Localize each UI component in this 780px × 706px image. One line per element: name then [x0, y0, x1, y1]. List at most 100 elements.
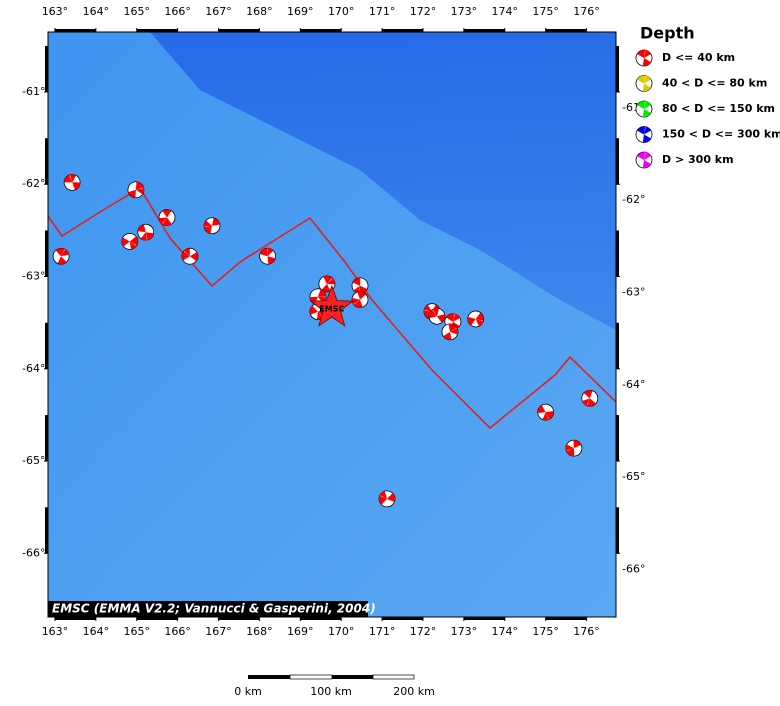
ball-wedge: [135, 187, 145, 195]
y-tick-label: -66°: [22, 546, 45, 559]
frame-bar: [463, 617, 505, 620]
x-tick-label: 165°: [123, 625, 150, 638]
ball-wedge: [573, 440, 582, 449]
ball-wedge: [642, 83, 651, 92]
event: [181, 247, 199, 265]
ball-wedge: [379, 491, 388, 499]
legend-swatch: [635, 151, 653, 169]
scale-label: 100 km: [310, 685, 352, 698]
ball-wedge: [267, 247, 274, 257]
event: [259, 247, 276, 265]
ball-wedge: [162, 209, 172, 218]
x-tick-label: 176°: [573, 5, 600, 18]
y-tick-label: -62°: [22, 177, 45, 190]
ball-wedge: [545, 411, 554, 420]
x-tick-label: 164°: [83, 5, 110, 18]
y-tick-label: -61°: [22, 85, 45, 98]
ball-wedge: [159, 217, 167, 225]
x-tick-label: 166°: [164, 5, 191, 18]
event: [378, 490, 396, 508]
scale-seg: [372, 674, 415, 680]
frame-bar: [45, 138, 48, 185]
ball-wedge: [537, 405, 546, 414]
ball-wedge: [387, 493, 395, 502]
legend-title: Depth: [640, 24, 695, 43]
credit: EMSC (EMMA V2.2; Vannucci & Gasperini, 2…: [52, 602, 376, 616]
frame-bar: [545, 617, 587, 620]
y-tick-label: -65°: [622, 470, 645, 483]
y-tick-label: -64°: [22, 362, 45, 375]
ball-wedge: [565, 444, 574, 451]
ball-wedge: [137, 224, 146, 233]
event: [63, 174, 81, 191]
event: [158, 209, 176, 226]
ball-wedge: [644, 126, 651, 135]
x-tick-label: 174°: [492, 625, 519, 638]
ball-wedge: [326, 278, 335, 285]
frame-bar: [218, 617, 260, 620]
ball-wedge: [162, 217, 172, 226]
ball-wedge: [637, 126, 646, 135]
frame-bar: [300, 29, 342, 32]
ball-wedge: [637, 101, 646, 109]
frame-bar: [382, 617, 423, 620]
ball-wedge: [449, 327, 459, 335]
x-tick-label: 169°: [287, 5, 314, 18]
legend-label: D > 300 km: [662, 153, 734, 166]
legend-label: 80 < D <= 150 km: [662, 102, 775, 115]
x-tick-label: 172°: [410, 5, 437, 18]
event: [537, 403, 555, 421]
ball-wedge: [475, 312, 484, 322]
layer: EMSC: [52, 174, 599, 508]
x-tick-label: 166°: [164, 625, 191, 638]
event: [428, 307, 446, 325]
ball-wedge: [436, 314, 445, 323]
ball-wedge: [428, 309, 437, 319]
legend-swatch: [635, 100, 653, 118]
legend-swatch: [635, 49, 653, 67]
event: [121, 233, 139, 250]
frame-bar: [616, 322, 619, 369]
frame-bar: [616, 507, 619, 554]
frame-bars: [45, 29, 619, 620]
x-tick-label: 170°: [328, 625, 355, 638]
event: [351, 291, 369, 308]
ball-wedge: [587, 398, 596, 407]
ball-wedge: [642, 160, 651, 168]
ball-wedge: [204, 225, 212, 234]
ball-wedge: [140, 232, 147, 241]
frame-bar: [45, 507, 48, 554]
event: [565, 439, 583, 457]
frame-bar: [616, 45, 619, 92]
x-tick-label: 173°: [451, 625, 478, 638]
ball-wedge: [583, 390, 593, 399]
ball-wedge: [129, 241, 137, 250]
ball-wedge: [321, 283, 331, 292]
ball-wedge: [69, 174, 77, 183]
ball-wedge: [448, 323, 457, 332]
legend-box: [628, 22, 778, 182]
frame-bar: [616, 230, 619, 277]
ball-wedge: [642, 109, 651, 117]
x-tick-label: 176°: [573, 625, 600, 638]
ball-wedge: [446, 313, 455, 322]
frame-bar: [300, 617, 342, 620]
x-tick-label: 171°: [369, 625, 396, 638]
ball-wedge: [189, 252, 198, 262]
event: [441, 323, 459, 341]
frame-bar: [45, 45, 48, 92]
ball-wedge: [582, 398, 590, 406]
y-tick-label: -63°: [622, 286, 645, 299]
ball-wedge: [121, 237, 130, 247]
frame-bar: [382, 29, 423, 32]
ball-wedge: [309, 296, 318, 305]
credit-box: [48, 601, 368, 617]
ball-wedge: [644, 100, 651, 109]
ball-wedge: [637, 50, 646, 58]
ball-wedge: [323, 275, 333, 284]
scale-label: 0 km: [234, 685, 262, 698]
x-tick-label: 164°: [83, 625, 110, 638]
frame-bar: [45, 230, 48, 277]
scale-seg: [289, 674, 333, 680]
legend-label: 150 < D <= 300 km: [662, 128, 780, 141]
